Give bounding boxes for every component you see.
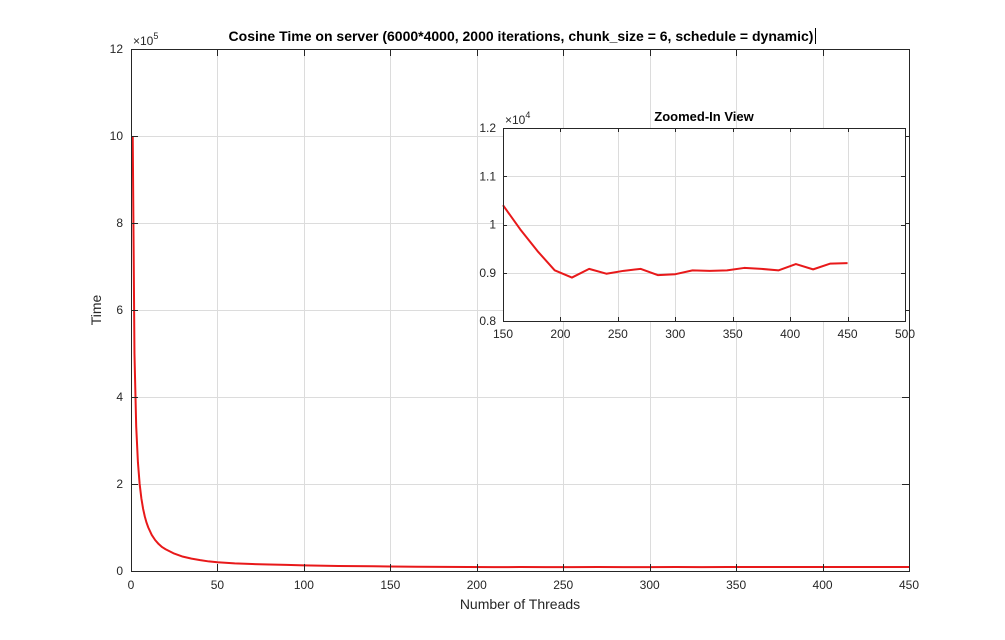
x-tick-label: 400	[780, 327, 800, 341]
y-tick-label: 8	[116, 216, 123, 230]
y-tick-label: 4	[116, 390, 123, 404]
x-tick-label: 250	[608, 327, 628, 341]
x-tick-label: 300	[665, 327, 685, 341]
main-y-tick-labels: 0 2 4 6 8 10 12	[110, 42, 124, 578]
inset-y-tick-labels: 0.8 0.9 1 1.1 1.2	[479, 121, 496, 328]
inset-y-exponent: ×104	[505, 110, 530, 127]
x-tick-label: 50	[211, 578, 225, 592]
inset-plot-area	[503, 128, 905, 321]
x-tick-label: 450	[838, 327, 858, 341]
y-tick-label: 1.1	[479, 169, 496, 183]
x-tick-label: 500	[895, 327, 915, 341]
y-tick-label: 0.9	[479, 266, 496, 280]
inset-series-line	[502, 204, 848, 279]
y-tick-label: 1.2	[479, 121, 496, 135]
x-tick-label: 0	[128, 578, 135, 592]
main-x-tick-labels: 0 50 100 150 200 250 300 350 400 450	[128, 578, 920, 592]
x-tick-label: 200	[550, 327, 570, 341]
main-y-exponent: ×105	[133, 31, 158, 48]
x-tick-label: 450	[899, 578, 919, 592]
y-tick-label: 1	[489, 218, 496, 232]
main-series-line	[131, 135, 909, 569]
inset-y-exponent-base: ×10	[505, 113, 526, 127]
y-tick-label: 6	[116, 303, 123, 317]
x-tick-label: 150	[380, 578, 400, 592]
x-tick-label: 350	[726, 578, 746, 592]
y-tick-label: 12	[110, 42, 124, 56]
main-tick-marks	[131, 49, 910, 572]
y-tick-label: 0.8	[479, 314, 496, 328]
x-tick-label: 150	[493, 327, 513, 341]
x-tick-label: 200	[467, 578, 487, 592]
y-tick-label: 0	[116, 564, 123, 578]
x-tick-label: 100	[294, 578, 314, 592]
x-tick-label: 400	[813, 578, 833, 592]
inset-tick-marks	[503, 128, 906, 322]
y-axis-label: Time	[88, 294, 104, 325]
y-tick-label: 2	[116, 477, 123, 491]
inset-axes: 150 200 250 300 350 400 450 500 0.8 0.9 1 1.1 1.2 ×…	[479, 109, 915, 341]
x-tick-label: 300	[640, 578, 660, 592]
main-y-exponent-power: 5	[153, 31, 158, 41]
x-tick-label: 350	[723, 327, 743, 341]
y-tick-label: 10	[110, 129, 124, 143]
inset-x-tick-labels: 150 200 250 300 350 400 450 500	[493, 327, 915, 341]
x-axis-label: Number of Threads	[460, 596, 580, 612]
x-tick-label: 250	[553, 578, 573, 592]
main-y-exponent-base: ×10	[133, 34, 154, 48]
inset-y-exponent-power: 4	[525, 110, 530, 120]
inset-title: Zoomed-In View	[654, 109, 754, 124]
chart-title: Cosine Time on server (6000*4000, 2000 i…	[229, 28, 814, 44]
